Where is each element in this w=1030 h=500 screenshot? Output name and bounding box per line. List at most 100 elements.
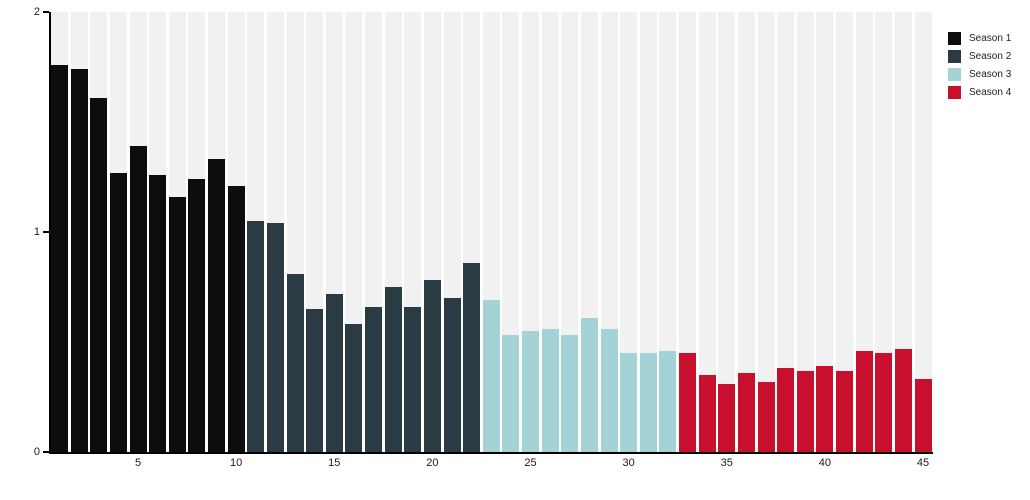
- bar-episode-23: [482, 300, 500, 452]
- bar-episode-22: [463, 263, 481, 452]
- bar-episode-42: [855, 351, 873, 452]
- legend-label: Season 1: [969, 33, 1012, 44]
- x-tick-label-35: 35: [720, 457, 733, 469]
- x-tick-label-45: 45: [916, 457, 930, 469]
- column-band-episode-39: [796, 12, 814, 452]
- legend-swatch-icon: [948, 86, 961, 99]
- plot-area: [49, 12, 933, 454]
- bar-episode-37: [757, 382, 775, 452]
- column-band-episode-43: [875, 12, 893, 452]
- bar-episode-3: [90, 98, 108, 452]
- column-band-episode-36: [737, 12, 755, 452]
- column-band-episode-45: [914, 12, 932, 452]
- bar-episode-40: [816, 366, 834, 452]
- bar-episode-7: [168, 197, 186, 452]
- column-band-episode-38: [777, 12, 795, 452]
- bar-episode-17: [365, 307, 382, 452]
- bar-episode-20: [423, 280, 441, 452]
- column-band-episode-2: [70, 12, 88, 452]
- y-tick-mark-1: [43, 231, 49, 233]
- y-tick-label-0: 0: [33, 446, 40, 458]
- legend-label: Season 4: [969, 87, 1012, 98]
- bar-episode-39: [796, 371, 814, 452]
- column-band-episode-22: [463, 12, 481, 452]
- y-tick-mark-2: [43, 11, 49, 13]
- column-band-episode-24: [502, 12, 520, 452]
- x-tick-label-20: 20: [426, 457, 439, 469]
- bar-episode-29: [600, 329, 618, 452]
- column-band-episode-20: [423, 12, 441, 452]
- column-band-episode-15: [325, 12, 343, 452]
- column-band-episode-16: [345, 12, 363, 452]
- legend: Season 1 Season 2 Season 3 Season 4: [948, 32, 1011, 99]
- column-band-episode-18: [384, 12, 402, 452]
- bar-episode-13: [286, 274, 304, 452]
- x-tick-label-25: 25: [524, 457, 537, 469]
- column-band-episode-8: [188, 12, 206, 452]
- legend-item-season-4: Season 4: [948, 86, 1011, 99]
- column-band-episode-29: [600, 12, 618, 452]
- bar-episode-11: [247, 221, 265, 452]
- column-band-episode-42: [855, 12, 873, 452]
- column-band-episode-37: [757, 12, 775, 452]
- bar-episode-4: [109, 173, 127, 452]
- column-band-episode-40: [816, 12, 834, 452]
- x-tick-label-15: 15: [328, 457, 341, 469]
- legend-item-season-3: Season 3: [948, 68, 1011, 81]
- legend-item-season-2: Season 2: [948, 50, 1011, 63]
- bar-episode-21: [443, 298, 461, 452]
- column-band-episode-23: [482, 12, 500, 452]
- bar-episode-45: [914, 379, 932, 452]
- column-band-episode-25: [522, 12, 539, 452]
- y-tick-mark-0: [43, 451, 49, 453]
- bar-episode-28: [580, 318, 598, 452]
- column-band-episode-30: [620, 12, 638, 452]
- bar-episode-24: [502, 335, 520, 452]
- y-tick-label-2: 2: [33, 6, 40, 18]
- bar-episode-41: [836, 371, 853, 452]
- bar-episode-43: [875, 353, 893, 452]
- bar-episode-9: [208, 159, 225, 452]
- bar-episode-34: [698, 375, 716, 452]
- column-band-episode-6: [149, 12, 167, 452]
- bar-episode-8: [188, 179, 206, 452]
- column-band-episode-27: [561, 12, 579, 452]
- bar-episode-1: [51, 65, 68, 452]
- bar-episode-14: [306, 309, 324, 452]
- column-band-episode-1: [51, 12, 68, 452]
- column-band-episode-32: [659, 12, 677, 452]
- column-band-episode-41: [836, 12, 853, 452]
- bar-episode-5: [129, 146, 147, 452]
- bar-episode-26: [541, 329, 559, 452]
- column-band-episode-35: [718, 12, 736, 452]
- bar-episode-38: [777, 368, 795, 452]
- bar-episode-15: [325, 294, 343, 452]
- column-band-episode-14: [306, 12, 324, 452]
- column-band-episode-13: [286, 12, 304, 452]
- bar-episode-33: [679, 353, 696, 452]
- column-band-episode-21: [443, 12, 461, 452]
- column-band-episode-17: [365, 12, 382, 452]
- column-band-episode-34: [698, 12, 716, 452]
- column-band-episode-12: [266, 12, 284, 452]
- bar-episode-2: [70, 69, 88, 452]
- bar-episode-35: [718, 384, 736, 452]
- column-band-episode-11: [247, 12, 265, 452]
- x-tick-label-30: 30: [622, 457, 635, 469]
- bar-episode-12: [266, 223, 284, 452]
- legend-label: Season 3: [969, 69, 1012, 80]
- bar-episode-32: [659, 351, 677, 452]
- column-band-episode-3: [90, 12, 108, 452]
- column-band-episode-26: [541, 12, 559, 452]
- column-band-episode-7: [168, 12, 186, 452]
- bar-episode-16: [345, 324, 363, 452]
- column-band-episode-5: [129, 12, 147, 452]
- bar-episode-19: [404, 307, 422, 452]
- bar-episode-18: [384, 287, 402, 452]
- legend-label: Season 2: [969, 51, 1012, 62]
- column-band-episode-33: [679, 12, 696, 452]
- column-band-episode-44: [894, 12, 912, 452]
- column-band-episode-10: [227, 12, 245, 452]
- legend-item-season-1: Season 1: [948, 32, 1011, 45]
- column-band-episode-28: [580, 12, 598, 452]
